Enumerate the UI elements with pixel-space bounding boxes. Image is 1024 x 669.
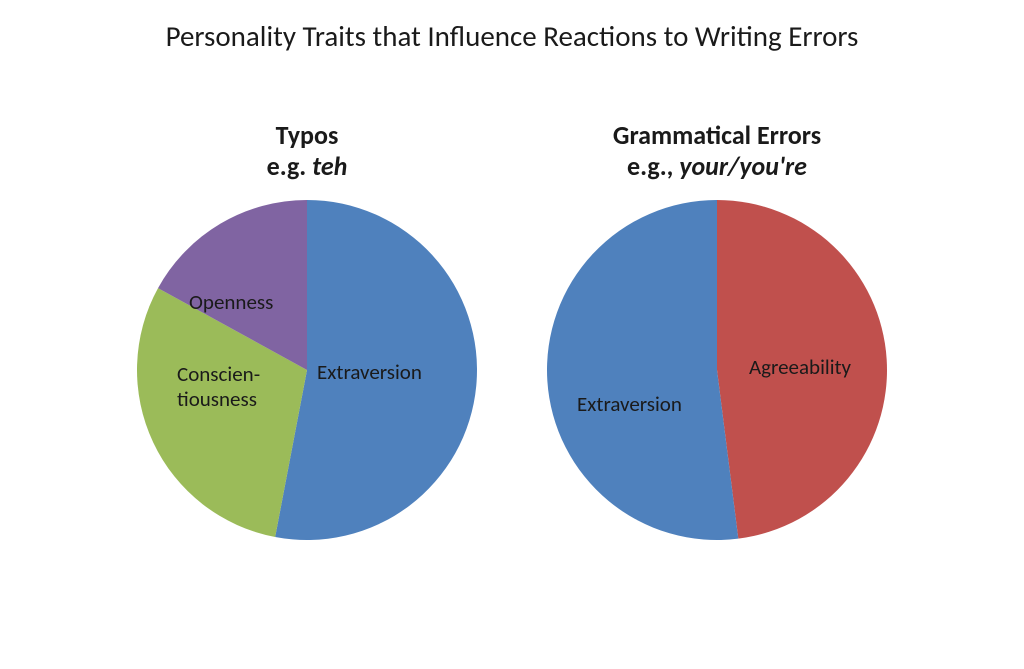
chart-grammatical: Grammatical Errors e.g., your/you're Agr… (547, 120, 887, 540)
chart-grammatical-example: your/you're (679, 150, 807, 182)
slice-label-typos-0: Extraversion (317, 360, 422, 384)
pie-slice-grammatical-1 (547, 200, 738, 540)
slice-label-typos-1: Conscien-tiousness (177, 362, 260, 410)
chart-grammatical-title-line1: Grammatical Errors (613, 119, 821, 151)
slice-label-grammatical-1: Extraversion (577, 392, 682, 416)
pie-grammatical: Agreeability Extraversion (547, 200, 887, 540)
main-title: Personality Traits that Influence Reacti… (0, 18, 1024, 54)
chart-grammatical-example-prefix: e.g., (627, 150, 679, 182)
chart-typos: Typos e.g. teh Extraversion Conscien-tiou… (137, 120, 477, 540)
chart-typos-title-line1: Typos (276, 119, 339, 151)
chart-grammatical-title: Grammatical Errors e.g., your/you're (613, 120, 821, 182)
chart-typos-title: Typos e.g. teh (267, 120, 348, 182)
chart-typos-example-prefix: e.g. (267, 150, 313, 182)
pie-typos: Extraversion Conscien-tiousness Openness (137, 200, 477, 540)
charts-container: Typos e.g. teh Extraversion Conscien-tiou… (0, 120, 1024, 540)
slice-label-typos-2: Openness (189, 290, 273, 314)
chart-typos-example: teh (312, 150, 347, 182)
slice-label-grammatical-0: Agreeability (749, 355, 851, 379)
